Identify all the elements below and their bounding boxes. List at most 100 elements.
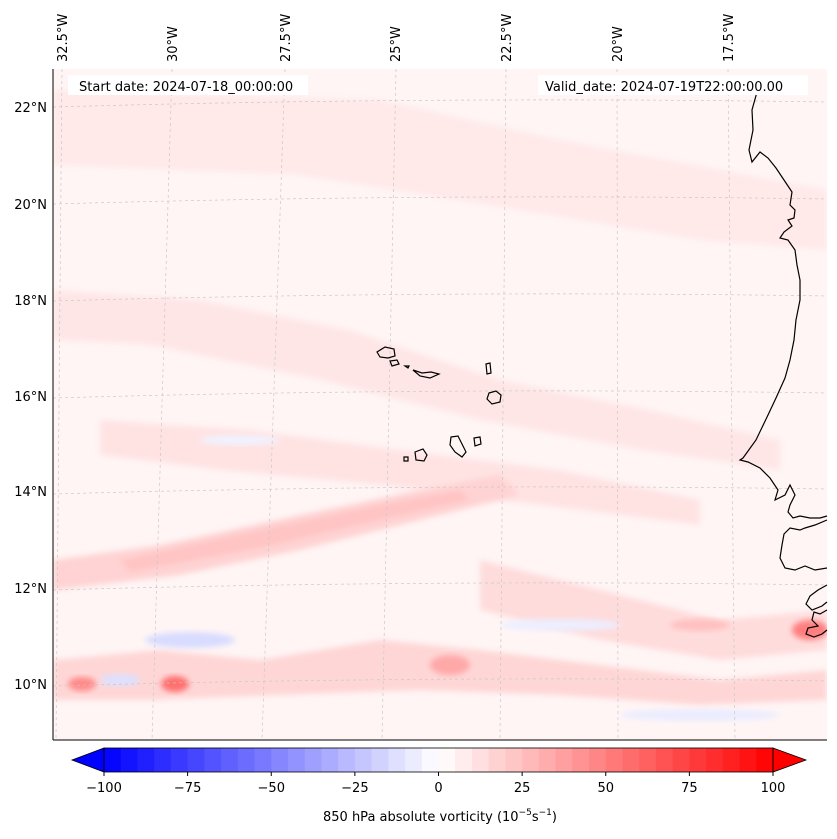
island-santo-antao	[376, 346, 396, 359]
colorbar-tick-label: 75	[681, 781, 698, 796]
colorbar-tick-label: 0	[434, 781, 442, 796]
lon-label-25w: 25°W	[389, 26, 404, 62]
colorbar-segment	[639, 748, 657, 772]
colorbar-tick-label: −50	[258, 781, 285, 796]
island-sao-nicolau	[412, 369, 441, 379]
lat-label-12n: 12°N	[14, 582, 47, 597]
guinea-coast	[805, 609, 828, 638]
colorbar-segment	[572, 748, 590, 772]
lon-label-32-5w: 32.5°W	[56, 14, 71, 62]
colorbar-segment	[237, 748, 256, 772]
senegal-gambia-coast	[779, 519, 828, 571]
colorbar-tick-label: −100	[86, 781, 122, 796]
colorbar-segment	[405, 748, 423, 772]
lat-label-18n: 18°N	[14, 294, 47, 309]
colorbar-segment	[505, 748, 523, 772]
vorticity-field	[53, 90, 827, 721]
cape-verde-islands	[376, 346, 502, 462]
lon-label-20w: 20°W	[611, 26, 626, 62]
colorbar-segment	[154, 748, 172, 772]
colorbar-segment	[120, 748, 138, 772]
island-maio	[473, 436, 482, 447]
colorbar-segment	[388, 748, 406, 772]
lat-label-20n: 20°N	[14, 198, 47, 213]
strong-vorticity-spot	[161, 676, 189, 692]
colorbar-segment	[672, 748, 690, 772]
colorbar-label: 850 hPa absolute vorticity (10−5s−1)	[323, 808, 557, 825]
colorbar-tick-label: 100	[761, 781, 786, 796]
colorbar-segment	[354, 748, 373, 772]
colorbar-segment	[271, 748, 289, 772]
island-brava	[403, 456, 409, 462]
lon-label-17-5w: 17.5°W	[722, 14, 737, 62]
vorticity-band-mid	[53, 290, 780, 470]
colorbar-segment	[304, 748, 322, 772]
negative-vorticity-patch	[200, 435, 280, 445]
colorbar-segment	[421, 748, 439, 772]
colorbar-segment	[204, 748, 222, 772]
lon-label-30w: 30°W	[166, 26, 181, 62]
colorbar-tick-label: −25	[341, 781, 368, 796]
colorbar-segment	[321, 748, 339, 772]
island-santa-luzia	[403, 365, 410, 369]
island-sal	[485, 362, 492, 375]
vorticity-band-southeast	[480, 560, 827, 660]
colorbar-segment	[438, 748, 456, 772]
map-area[interactable]: Start date: 2024-07-18_00:00:00 Valid_da…	[52, 69, 828, 741]
colorbar-segment	[471, 748, 490, 772]
lat-label-14n: 14°N	[14, 485, 47, 500]
negative-vorticity-patch	[500, 619, 620, 631]
colorbar-segment	[287, 748, 306, 772]
longitude-labels: 32.5°W 30°W 27.5°W 25°W 22.5°W 20°W 17.5…	[56, 14, 737, 62]
colorbar-segment	[187, 748, 205, 772]
colorbar-extend-max	[772, 747, 808, 773]
colorbar-segment	[104, 748, 122, 772]
vorticity-band-south-core	[120, 490, 470, 572]
island-sao-vicente	[389, 359, 400, 367]
lon-label-27-5w: 27.5°W	[279, 14, 294, 62]
colorbar-segment	[739, 748, 757, 772]
valid-date-box	[538, 75, 808, 95]
valid-date-label: Valid_date: 2024-07-19T22:00:00.00	[545, 80, 783, 95]
graticule	[53, 69, 827, 740]
strong-vorticity-spot	[68, 677, 96, 691]
lon-label-22-5w: 22.5°W	[500, 14, 515, 62]
colorbar-segment	[338, 748, 356, 772]
strong-vorticity-spot	[670, 619, 730, 631]
lat-label-22n: 22°N	[14, 101, 47, 116]
colorbar-segment	[589, 748, 607, 772]
negative-vorticity-patch	[620, 709, 780, 721]
colorbar-segment	[538, 748, 557, 772]
colorbar-segment	[622, 748, 640, 772]
colorbar-segment	[254, 748, 272, 772]
colorbar-segment	[655, 748, 674, 772]
colorbar-segment	[455, 748, 473, 772]
colorbar-segment	[522, 748, 540, 772]
start-date-label: Start date: 2024-07-18_00:00:00	[79, 80, 293, 95]
colorbar-tick-label: −75	[174, 781, 201, 796]
colorbar-segments	[104, 748, 774, 772]
colorbar-segment	[706, 748, 724, 772]
colorbar-segment	[605, 748, 623, 772]
vorticity-band-north	[53, 90, 827, 250]
colorbar: −100 −75 −50 −25 0 25 50 75 100 850 hPa absolute…	[70, 747, 808, 825]
colorbar-tick-label: 25	[514, 781, 531, 796]
african-coastline	[738, 79, 828, 519]
colorbar-segment	[137, 748, 155, 772]
strong-vorticity-spot	[792, 620, 827, 640]
lat-label-16n: 16°N	[14, 390, 47, 405]
colorbar-segment	[555, 748, 573, 772]
negative-vorticity-patch	[100, 674, 140, 686]
island-santiago	[449, 435, 467, 458]
colorbar-segment	[488, 748, 506, 772]
vorticity-band-central	[100, 420, 700, 525]
colorbar-segment	[221, 748, 239, 772]
island-fogo	[414, 448, 428, 462]
guinea-bissau-coast	[805, 584, 828, 611]
colorbar-extend-min	[70, 747, 105, 773]
colorbar-segment	[722, 748, 741, 772]
colorbar-ticks: −100 −75 −50 −25 0 25 50 75 100	[86, 772, 785, 796]
island-boa-vista	[486, 390, 502, 405]
colorbar-segment	[170, 748, 189, 772]
